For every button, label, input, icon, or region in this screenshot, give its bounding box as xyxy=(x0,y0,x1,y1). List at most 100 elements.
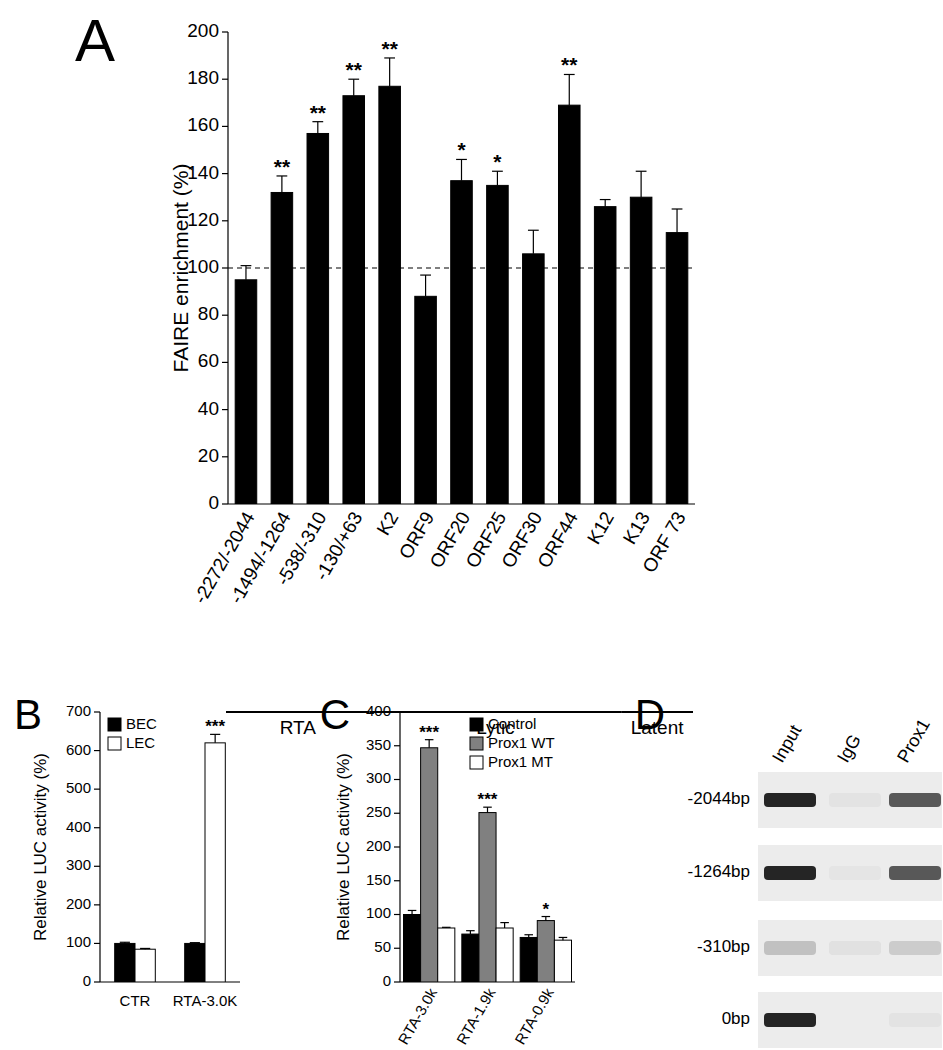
category-label: RTA-3.0k xyxy=(394,985,440,1048)
error-cap xyxy=(524,934,533,935)
error-stem xyxy=(281,176,282,193)
row-label: -310bp xyxy=(697,937,750,956)
gel-strip xyxy=(758,845,942,901)
y-axis xyxy=(399,712,400,982)
bar xyxy=(594,207,616,504)
error-bar xyxy=(120,942,130,943)
significance: * xyxy=(457,138,466,161)
error-bar xyxy=(140,948,150,950)
error-bar xyxy=(408,910,417,914)
bar xyxy=(235,280,257,504)
legend-label: LEC xyxy=(126,734,155,751)
bar xyxy=(630,197,652,504)
axis-label: FAIRE enrichment (%) xyxy=(169,164,192,373)
reference-line xyxy=(228,267,695,268)
axis-label: Relative LUC activity (%) xyxy=(31,753,50,941)
tick xyxy=(222,362,228,363)
tick-label: 150 xyxy=(366,871,391,888)
axis-label: Relative LUC activity (%) xyxy=(334,753,353,941)
error-stem xyxy=(504,923,505,928)
legend-swatch xyxy=(470,756,483,769)
significance: *** xyxy=(205,717,225,736)
panel-letter: C xyxy=(320,691,350,738)
error-cap xyxy=(420,274,431,275)
tick xyxy=(222,315,228,316)
tick xyxy=(94,789,100,790)
legend-label: Prox1 WT xyxy=(488,734,555,751)
bar xyxy=(666,233,688,504)
bar xyxy=(487,185,509,504)
panel-2: C050100150200250300350400*******RTA-3.0k… xyxy=(320,691,575,1047)
bar xyxy=(496,928,513,982)
error-cap xyxy=(500,922,509,923)
error-stem xyxy=(605,200,606,207)
error-bar xyxy=(528,230,539,254)
tick-label: 180 xyxy=(187,67,219,88)
error-bar xyxy=(500,923,509,928)
panel-0: A020406080100120140160180200************… xyxy=(75,7,695,738)
legend-label: BEC xyxy=(126,715,157,732)
error-bar xyxy=(466,931,475,934)
error-cap xyxy=(528,230,539,231)
tick-label: 80 xyxy=(198,303,219,324)
tick xyxy=(394,880,400,881)
panel-1: B0100200300400500600700***CTRRTA-3.0KRel… xyxy=(14,691,240,1009)
gel-band xyxy=(889,866,941,880)
bar xyxy=(404,915,421,983)
panel-letter: B xyxy=(14,691,42,738)
tick-label: 160 xyxy=(187,114,219,135)
tick-label: 200 xyxy=(366,837,391,854)
bar xyxy=(415,296,437,504)
error-bar xyxy=(564,74,575,105)
error-stem xyxy=(676,209,677,233)
bar xyxy=(558,105,580,504)
tick xyxy=(394,813,400,814)
significance: ** xyxy=(561,53,578,76)
lane-label: Prox1 xyxy=(893,715,934,766)
tick xyxy=(222,267,228,268)
error-bar xyxy=(559,937,568,940)
plot-area xyxy=(228,58,695,504)
tick xyxy=(394,914,400,915)
tick xyxy=(394,846,400,847)
category-label: K13 xyxy=(619,508,654,548)
tick-label: 200 xyxy=(66,895,91,912)
significance: ** xyxy=(381,37,398,60)
legend-swatch xyxy=(108,718,121,731)
category-label: ORF44 xyxy=(533,508,582,572)
tick xyxy=(394,711,400,712)
error-bar xyxy=(348,79,359,96)
tick xyxy=(222,409,228,410)
error-cap xyxy=(636,171,647,172)
error-stem xyxy=(641,171,642,197)
tick-label: 20 xyxy=(198,445,219,466)
tick xyxy=(222,31,228,32)
category-label: K12 xyxy=(583,508,618,548)
tick-label: 200 xyxy=(187,20,219,41)
error-bar xyxy=(442,927,451,929)
tick xyxy=(394,745,400,746)
error-stem xyxy=(411,910,412,914)
legend-label: Prox1 MT xyxy=(488,753,553,770)
error-stem xyxy=(569,74,570,105)
bar xyxy=(554,940,571,982)
bar xyxy=(185,943,205,982)
error-stem xyxy=(389,58,390,86)
error-bar xyxy=(524,935,533,938)
gel-band xyxy=(829,866,881,880)
gel-band xyxy=(764,1013,816,1027)
legend-swatch xyxy=(470,737,483,750)
bar xyxy=(205,743,225,982)
error-bar xyxy=(492,171,503,185)
bar xyxy=(479,813,496,982)
legend-swatch xyxy=(470,718,483,731)
group-label: RTA xyxy=(280,717,317,738)
gel-band xyxy=(764,793,816,807)
tick xyxy=(94,943,100,944)
tick-label: 60 xyxy=(198,350,219,371)
tick-label: 0 xyxy=(208,492,219,513)
group-line xyxy=(370,711,621,713)
significance: * xyxy=(493,150,502,173)
labels: ***CTRRTA-3.0KRelative LUC activity (%)B… xyxy=(31,715,237,1009)
panel-letter: A xyxy=(75,7,115,74)
